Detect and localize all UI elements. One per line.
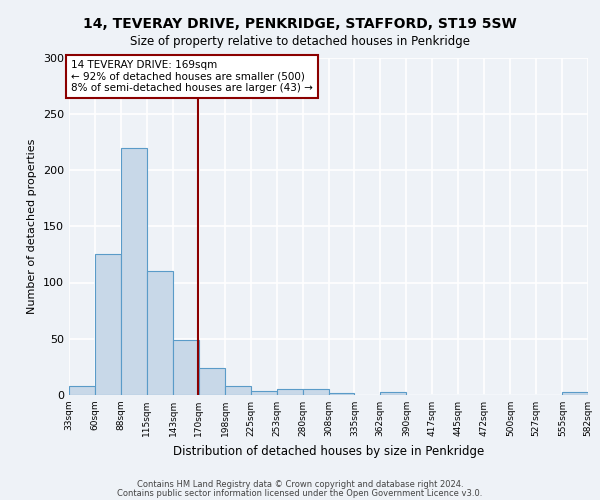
Bar — [146, 271, 173, 395]
Bar — [121, 148, 146, 395]
Bar — [173, 340, 199, 395]
Text: 14, TEVERAY DRIVE, PENKRIDGE, STAFFORD, ST19 5SW: 14, TEVERAY DRIVE, PENKRIDGE, STAFFORD, … — [83, 18, 517, 32]
Text: Contains public sector information licensed under the Open Government Licence v3: Contains public sector information licen… — [118, 488, 482, 498]
Bar — [329, 393, 355, 395]
Bar — [95, 254, 121, 395]
Bar — [225, 386, 251, 395]
Bar — [302, 390, 329, 395]
X-axis label: Distribution of detached houses by size in Penkridge: Distribution of detached houses by size … — [173, 444, 484, 458]
Text: Size of property relative to detached houses in Penkridge: Size of property relative to detached ho… — [130, 35, 470, 48]
Bar — [562, 392, 588, 395]
Bar — [380, 392, 406, 395]
Bar — [277, 390, 302, 395]
Text: Contains HM Land Registry data © Crown copyright and database right 2024.: Contains HM Land Registry data © Crown c… — [137, 480, 463, 489]
Bar — [69, 386, 95, 395]
Text: 14 TEVERAY DRIVE: 169sqm
← 92% of detached houses are smaller (500)
8% of semi-d: 14 TEVERAY DRIVE: 169sqm ← 92% of detach… — [71, 60, 313, 93]
Bar — [251, 390, 277, 395]
Y-axis label: Number of detached properties: Number of detached properties — [28, 138, 37, 314]
Bar — [199, 368, 225, 395]
